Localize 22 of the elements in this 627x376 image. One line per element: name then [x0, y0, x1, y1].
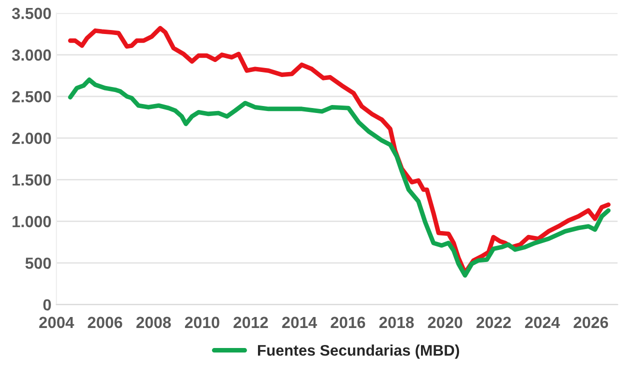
y-tick-label: 1.000	[12, 216, 51, 228]
x-tick-label: 2026	[574, 316, 608, 328]
x-tick-label: 2018	[379, 316, 414, 328]
x-tick-label: 2016	[330, 316, 366, 328]
y-tick-label: 2.000	[12, 132, 51, 144]
y-tick-label: 3.500	[12, 8, 51, 20]
y-tick-label: 0	[43, 299, 51, 311]
y-tick-label: 500	[25, 258, 51, 269]
x-tick-label: 2010	[184, 316, 220, 328]
x-tick-label: 2020	[428, 316, 462, 328]
legend-label: Fuentes Secundarias (MBD)	[258, 344, 460, 359]
y-tick-label: 1.500	[12, 174, 51, 186]
line-series	[68, 78, 611, 278]
x-tick-label: 2006	[88, 316, 122, 328]
x-tick-label: 2004	[39, 316, 74, 328]
x-tick-label: 2024	[525, 316, 560, 328]
x-tick-label: 2014	[282, 316, 318, 328]
y-tick-label: 2.500	[12, 91, 51, 102]
y-tick-label: 3.000	[12, 49, 51, 61]
x-tick-label: 2008	[136, 316, 171, 328]
x-tick-label: 2012	[234, 316, 268, 328]
x-tick-label: 2022	[476, 316, 511, 328]
